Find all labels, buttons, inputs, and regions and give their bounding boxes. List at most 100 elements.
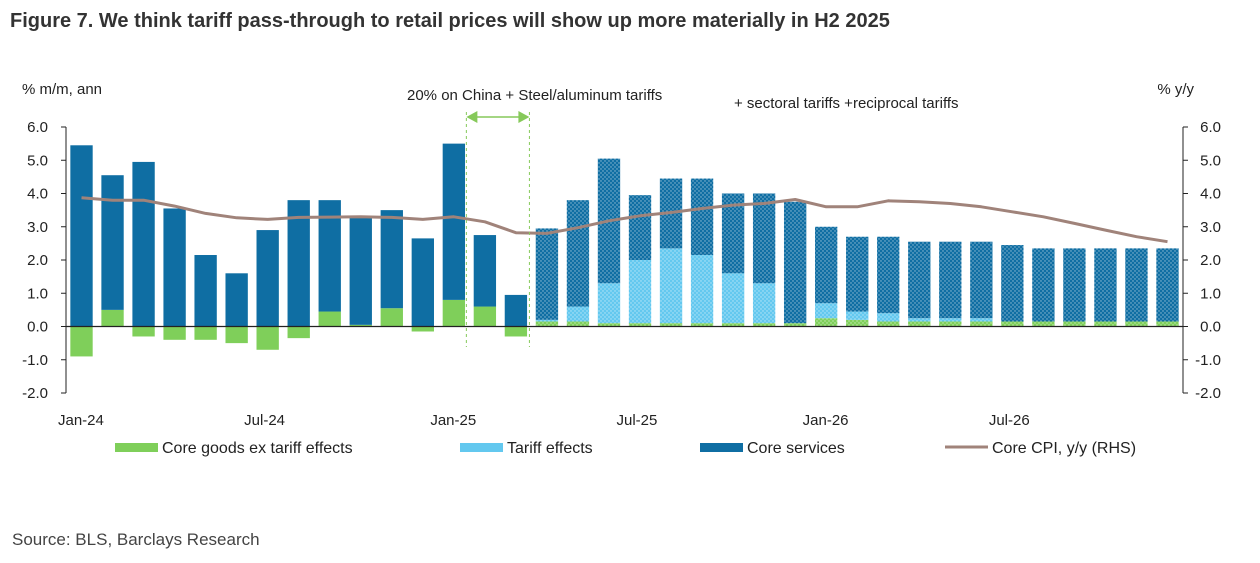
goods-bar xyxy=(1063,321,1086,327)
goods-bar xyxy=(1094,321,1117,327)
y-tick-label-right: -1.0 xyxy=(1195,352,1221,369)
goods-bar xyxy=(535,321,559,327)
services-bar xyxy=(1156,248,1179,322)
services-bar xyxy=(1125,248,1148,322)
services-bar xyxy=(877,236,900,314)
goods-bar xyxy=(566,321,590,327)
x-tick-label: Jan-24 xyxy=(58,412,104,429)
tariff-bar xyxy=(690,255,714,324)
goods-bar xyxy=(597,323,621,327)
services-bar xyxy=(628,195,652,260)
services-bar xyxy=(442,143,466,300)
services-bar xyxy=(225,273,248,327)
legend-label: Core goods ex tariff effects xyxy=(162,440,353,457)
goods-bar xyxy=(442,299,466,327)
y-tick-label-right: 2.0 xyxy=(1200,252,1221,269)
y-tick-label-left: -2.0 xyxy=(22,385,48,402)
goods-bar xyxy=(970,321,993,327)
y-tick-label-right: 1.0 xyxy=(1200,285,1221,302)
goods-bar xyxy=(473,306,497,327)
annotation-china-tariffs: 20% on China + Steel/aluminum tariffs xyxy=(407,87,662,104)
legend-swatch xyxy=(115,443,158,452)
goods-bar xyxy=(380,308,403,327)
x-tick-label: Jan-25 xyxy=(430,412,476,429)
legend-label: Core CPI, y/y (RHS) xyxy=(992,440,1136,457)
services-bar xyxy=(846,236,869,312)
y-tick-label-right: 6.0 xyxy=(1200,119,1221,136)
services-bar xyxy=(721,193,745,274)
annotation-arrowhead-left xyxy=(466,111,478,123)
goods-bar xyxy=(504,326,528,337)
services-bar xyxy=(752,193,776,284)
goods-bar xyxy=(287,326,310,339)
y-tick-label-right: 5.0 xyxy=(1200,152,1221,169)
annotation-layer: 20% on China + Steel/aluminum tariffs + s… xyxy=(407,87,959,347)
legend-label: Tariff effects xyxy=(507,440,593,457)
goods-bar xyxy=(939,321,962,327)
x-tick-label: Jan-26 xyxy=(803,412,849,429)
tariff-bar xyxy=(535,319,559,322)
y-tick-label-left: 1.0 xyxy=(27,285,48,302)
tariff-bar xyxy=(846,311,869,320)
goods-bar xyxy=(628,323,652,327)
tariff-bar xyxy=(877,313,900,322)
services-bar xyxy=(535,228,559,320)
services-bar xyxy=(101,175,124,310)
tariff-bar xyxy=(815,303,838,319)
legend-swatch xyxy=(700,443,743,452)
goods-bar xyxy=(70,326,93,357)
legend: Core goods ex tariff effects Tariff effec… xyxy=(115,440,1136,457)
goods-bar xyxy=(659,323,683,327)
goods-bar xyxy=(101,309,124,327)
y-tick-label-left: 5.0 xyxy=(27,152,48,169)
tariff-bar xyxy=(566,306,590,322)
services-bar xyxy=(318,200,341,312)
chart-title: Figure 7. We think tariff pass-through t… xyxy=(10,10,890,32)
tariff-bar xyxy=(721,273,745,324)
y-tick-label-left: -1.0 xyxy=(22,352,48,369)
services-bar xyxy=(1001,245,1024,322)
services-bar xyxy=(908,241,931,319)
goods-bar xyxy=(846,319,869,327)
services-bar xyxy=(70,145,93,327)
goods-bar xyxy=(1032,321,1055,327)
services-bar xyxy=(132,161,155,327)
goods-bar xyxy=(1125,321,1148,327)
y-tick-label-right: 0.0 xyxy=(1200,319,1221,336)
goods-bar xyxy=(194,326,217,340)
services-bar xyxy=(163,208,186,327)
goods-bar xyxy=(1156,321,1179,327)
services-bar xyxy=(349,216,372,325)
y-tick-label-right: 4.0 xyxy=(1200,186,1221,203)
tariff-bar xyxy=(908,318,931,322)
services-bar xyxy=(411,238,434,327)
line-layer xyxy=(81,196,1168,244)
goods-bar xyxy=(163,326,186,340)
tariff-bar xyxy=(659,248,683,324)
chart-canvas: 20% on China + Steel/aluminum tariffs + s… xyxy=(22,81,1221,457)
axis-layer: 6.0 5.0 4.0 3.0 2.0 1.0 0.0 -1.0 -2.0 6.0 5.0 4.0 3.… xyxy=(22,81,1221,429)
bar-layer xyxy=(70,143,1179,357)
tariff-bar xyxy=(939,318,962,322)
goods-bar xyxy=(225,326,248,344)
legend-label: Core services xyxy=(747,440,845,457)
goods-bar xyxy=(411,326,434,332)
services-bar xyxy=(970,241,993,319)
y-axis-right-label: % y/y xyxy=(1157,81,1194,98)
goods-bar xyxy=(908,321,931,327)
y-tick-label-right: 3.0 xyxy=(1200,219,1221,236)
goods-bar xyxy=(877,321,900,327)
services-bar xyxy=(939,241,962,319)
x-tick-label: Jul-25 xyxy=(617,412,658,429)
services-bar xyxy=(380,210,403,309)
services-bar xyxy=(504,294,528,327)
annotation-sectoral-tariffs: + sectoral tariffs +reciprocal tariffs xyxy=(734,95,959,112)
goods-bar xyxy=(815,318,838,327)
goods-bar xyxy=(318,311,341,327)
services-bar xyxy=(194,255,217,327)
tariff-bar xyxy=(597,283,621,324)
y-tick-label-left: 6.0 xyxy=(27,119,48,136)
tariff-bar xyxy=(628,260,652,324)
annotation-arrowhead-right xyxy=(518,111,530,123)
services-bar xyxy=(256,230,279,327)
